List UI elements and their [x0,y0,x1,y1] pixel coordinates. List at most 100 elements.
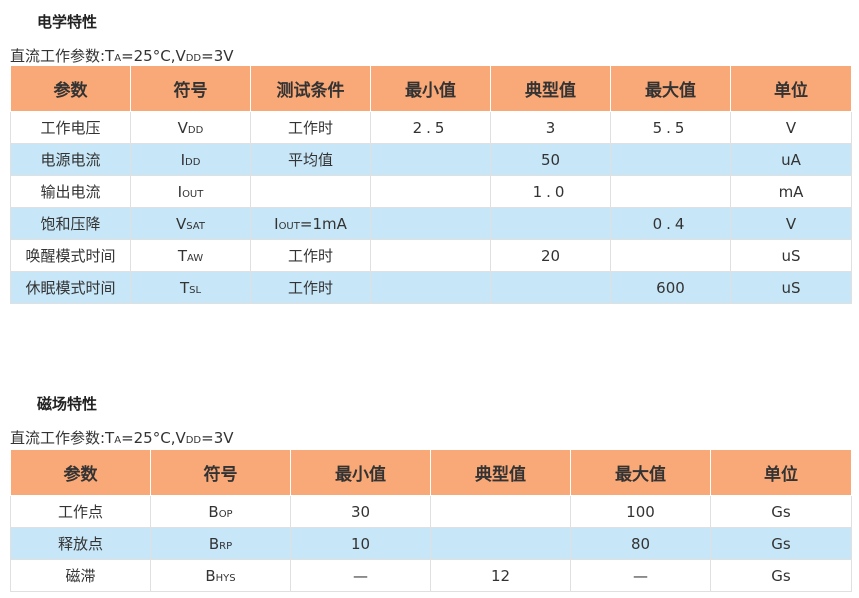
param-cell: 饱和压降 [10,207,131,240]
param-cell: 磁滞 [10,559,151,592]
electrical-spec-table: 参数 符号 测试条件 最小值 典型值 最大值 单位 工作电压 VDD 工作时 2… [10,65,852,304]
electrical-condition: 直流工作参数:TA=25°C,VDD=3V [10,45,234,66]
typ-cell: 3 [490,111,611,144]
min-cell: — [290,559,431,592]
condition-ta-sub: A [114,53,122,64]
table-header-row: 参数 符号 测试条件 最小值 典型值 最大值 单位 [10,65,852,112]
condition-ta-sub: A [114,435,122,446]
unit-cell: Gs [710,559,852,592]
header-param: 参数 [10,449,151,496]
param-cell: 输出电流 [10,175,131,208]
symbol-cell: IDD [130,143,251,176]
min-cell [370,271,491,304]
header-max: 最大值 [610,65,731,112]
typ-cell: 50 [490,143,611,176]
unit-cell: uS [730,271,852,304]
param-cell: 电源电流 [10,143,131,176]
param-cell: 工作点 [10,495,151,528]
typ-cell: 1.0 [490,175,611,208]
condition-prefix: 直流工作参数:T [10,47,115,65]
header-param: 参数 [10,65,131,112]
table-header-row: 参数 符号 最小值 典型值 最大值 单位 [10,449,852,496]
unit-cell: uA [730,143,852,176]
max-cell: 5.5 [610,111,731,144]
max-cell [610,239,731,272]
unit-cell: mA [730,175,852,208]
condition-mid: =25°C,V [121,47,186,65]
typ-cell [490,207,611,240]
min-cell [370,175,491,208]
condition-cell: 平均值 [250,143,371,176]
condition-cell: IOUT=1mA [250,207,371,240]
param-cell: 释放点 [10,527,151,560]
magnetic-section-title: 磁场特性 [37,395,98,413]
max-cell: — [570,559,711,592]
min-cell: 30 [290,495,431,528]
symbol-cell: IOUT [130,175,251,208]
typ-cell: 20 [490,239,611,272]
table-row: 饱和压降 VSAT IOUT=1mA 0.4 V [10,207,852,240]
unit-cell: V [730,207,852,240]
magnetic-spec-table: 参数 符号 最小值 典型值 最大值 单位 工作点 BOP 30 100 Gs 释… [10,449,852,592]
unit-cell: V [730,111,852,144]
symbol-cell: BRP [150,527,291,560]
max-cell [610,143,731,176]
header-min: 最小值 [370,65,491,112]
symbol-cell: VDD [130,111,251,144]
max-cell: 100 [570,495,711,528]
symbol-cell: TSL [130,271,251,304]
table-row: 唤醒模式时间 TAW 工作时 20 uS [10,239,852,272]
min-cell: 2.5 [370,111,491,144]
condition-vdd-sub: DD [185,53,202,64]
max-cell: 0.4 [610,207,731,240]
max-cell [610,175,731,208]
typ-cell: 12 [430,559,571,592]
magnetic-condition: 直流工作参数:TA=25°C,VDD=3V [10,427,234,448]
condition-cell: 工作时 [250,239,371,272]
unit-cell: Gs [710,527,852,560]
header-symbol: 符号 [130,65,251,112]
header-unit: 单位 [730,65,852,112]
typ-cell [430,527,571,560]
table-row: 释放点 BRP 10 80 Gs [10,527,852,560]
header-min: 最小值 [290,449,431,496]
table-row: 电源电流 IDD 平均值 50 uA [10,143,852,176]
condition-prefix: 直流工作参数:T [10,429,115,447]
param-cell: 唤醒模式时间 [10,239,131,272]
table-row: 工作电压 VDD 工作时 2.5 3 5.5 V [10,111,852,144]
symbol-cell: TAW [130,239,251,272]
condition-cell: 工作时 [250,111,371,144]
condition-mid: =25°C,V [121,429,186,447]
table-row: 工作点 BOP 30 100 Gs [10,495,852,528]
unit-cell: uS [730,239,852,272]
symbol-cell: BOP [150,495,291,528]
min-cell: 10 [290,527,431,560]
electrical-section-title: 电学特性 [37,13,98,31]
unit-cell: Gs [710,495,852,528]
symbol-cell: VSAT [130,207,251,240]
min-cell [370,207,491,240]
header-symbol: 符号 [150,449,291,496]
condition-vdd-sub: DD [185,435,202,446]
symbol-cell: BHYS [150,559,291,592]
header-typ: 典型值 [430,449,571,496]
param-cell: 工作电压 [10,111,131,144]
header-max: 最大值 [570,449,711,496]
typ-cell [490,271,611,304]
max-cell: 80 [570,527,711,560]
header-test-condition: 测试条件 [250,65,371,112]
min-cell [370,239,491,272]
table-row: 磁滞 BHYS — 12 — Gs [10,559,852,592]
param-cell: 休眠模式时间 [10,271,131,304]
header-typ: 典型值 [490,65,611,112]
condition-cell [250,175,371,208]
max-cell: 600 [610,271,731,304]
typ-cell [430,495,571,528]
table-row: 休眠模式时间 TSL 工作时 600 uS [10,271,852,304]
min-cell [370,143,491,176]
header-unit: 单位 [710,449,852,496]
condition-suffix: =3V [201,47,234,65]
table-row: 输出电流 IOUT 1.0 mA [10,175,852,208]
condition-cell: 工作时 [250,271,371,304]
condition-suffix: =3V [201,429,234,447]
